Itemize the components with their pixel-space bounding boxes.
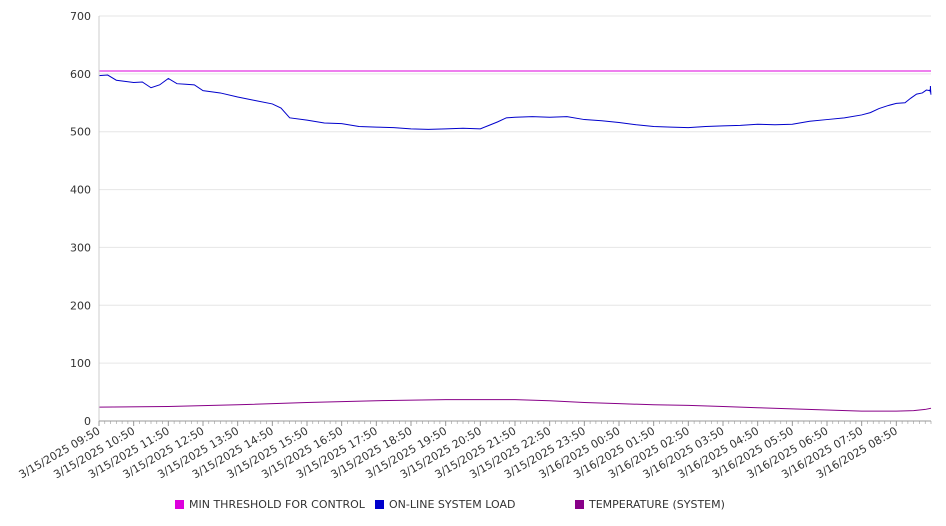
y-tick-label: 600 — [70, 68, 91, 81]
y-tick-label: 0 — [84, 415, 91, 428]
series-line-temperature-system — [98, 399, 932, 412]
legend-item-min-threshold[interactable]: MIN THRESHOLD FOR CONTROL — [175, 499, 365, 511]
y-tick-label: 300 — [70, 241, 91, 254]
y-tick-label: 200 — [70, 299, 91, 312]
legend-item-online-system-load[interactable]: ON-LINE SYSTEM LOAD — [375, 499, 515, 511]
y-tick-label: 700 — [70, 10, 91, 23]
series-line-online-system-load — [98, 74, 932, 130]
y-tick-label: 100 — [70, 357, 91, 370]
legend-label-min-threshold: MIN THRESHOLD FOR CONTROL — [189, 498, 365, 511]
legend-swatch-online-system-load — [375, 500, 384, 509]
legend-swatch-temperature-system — [575, 500, 584, 509]
y-tick-label: 500 — [70, 126, 91, 139]
gridlines — [99, 15, 931, 364]
legend-label-online-system-load: ON-LINE SYSTEM LOAD — [389, 498, 516, 511]
legend-swatch-min-threshold — [175, 500, 184, 509]
y-tick-label: 400 — [70, 184, 91, 197]
legend-item-temperature-system[interactable]: TEMPERATURE (SYSTEM) — [575, 499, 725, 511]
y-axis-ticks: 0 100 200 300 400 500 600 700 — [70, 10, 91, 428]
series-lines — [98, 70, 932, 412]
x-axis-ticks: 3/15/2025 09:503/15/2025 10:503/15/2025 … — [17, 421, 900, 481]
chart-legend: MIN THRESHOLD FOR CONTROL ON-LINE SYSTEM… — [0, 499, 946, 513]
legend-label-temperature-system: TEMPERATURE (SYSTEM) — [589, 498, 725, 511]
